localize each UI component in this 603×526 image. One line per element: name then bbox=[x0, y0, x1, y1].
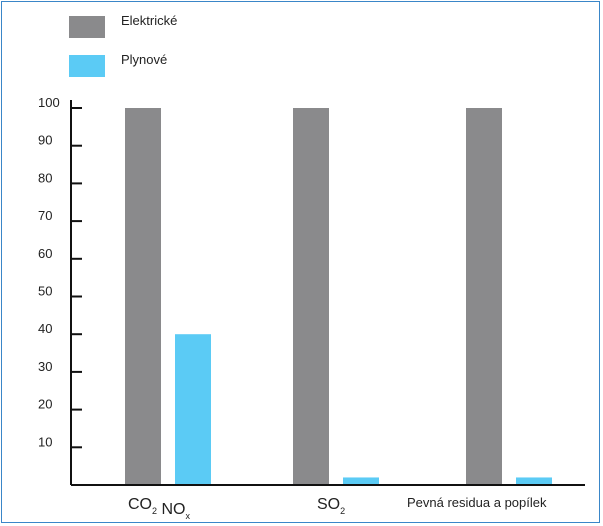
category-label-subscript: 2 bbox=[340, 506, 345, 516]
legend-item-elektricke: Elektrické bbox=[69, 13, 178, 38]
y-tick-label-60: 60 bbox=[38, 246, 52, 261]
bar-elektricke-1 bbox=[293, 108, 329, 485]
legend-item-plynove: Plynové bbox=[69, 52, 168, 77]
category-label-subscript: x bbox=[185, 511, 190, 521]
x-category-label-1: SO2 bbox=[317, 496, 345, 516]
category-label-text: CO bbox=[128, 496, 152, 513]
x-category-label-0: CO2 NOx bbox=[128, 496, 190, 521]
category-label-text: SO bbox=[317, 496, 340, 513]
y-tick-label-70: 70 bbox=[38, 208, 52, 223]
bar-plynove-0 bbox=[175, 334, 211, 485]
bar-elektricke-0 bbox=[125, 108, 161, 485]
y-tick-label-50: 50 bbox=[38, 284, 52, 299]
legend-label-elektricke: Elektrické bbox=[121, 13, 178, 28]
bar-plynove-2 bbox=[516, 477, 552, 485]
category-label-text: Pevná residua a popílek bbox=[407, 495, 547, 510]
y-tick-label-100: 100 bbox=[38, 95, 60, 110]
y-tick-label-40: 40 bbox=[38, 321, 52, 336]
category-label-text: NO bbox=[157, 501, 185, 518]
y-tick-label-10: 10 bbox=[38, 434, 52, 449]
bar-elektricke-2 bbox=[466, 108, 502, 485]
legend-label-plynove: Plynové bbox=[121, 52, 168, 67]
y-tick-label-90: 90 bbox=[38, 133, 52, 148]
category-label-subscript: 2 bbox=[152, 506, 157, 516]
x-category-label-2: Pevná residua a popílek bbox=[407, 495, 547, 510]
bar-plynove-1 bbox=[343, 477, 379, 485]
y-tick-label-80: 80 bbox=[38, 170, 52, 185]
legend-swatch-plynove bbox=[69, 55, 105, 77]
y-tick-label-30: 30 bbox=[38, 359, 52, 374]
y-tick-label-20: 20 bbox=[38, 397, 52, 412]
legend-swatch-elektricke bbox=[69, 16, 105, 38]
